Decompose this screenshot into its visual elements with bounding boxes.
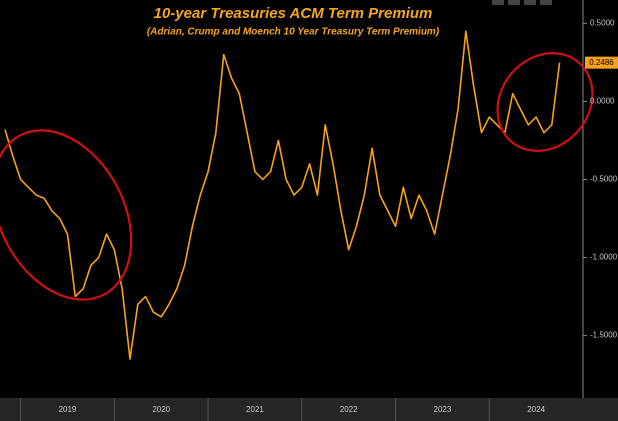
y-tick-label: 0.0000 xyxy=(590,97,615,106)
x-axis-band xyxy=(0,398,618,421)
toolbar-icon[interactable] xyxy=(508,0,520,5)
x-tick-label: 2021 xyxy=(246,405,264,414)
highlight-ellipse xyxy=(0,129,133,301)
y-tick-label: -1.5000 xyxy=(590,331,618,340)
toolbar-icon[interactable] xyxy=(540,0,552,5)
y-tick-label: -1.0000 xyxy=(590,253,618,262)
y-tick-label: -0.5000 xyxy=(590,175,618,184)
chart-title: 10-year Treasuries ACM Term Premium xyxy=(154,5,433,22)
chart-subtitle: (Adrian, Crump and Moench 10 Year Treasu… xyxy=(147,27,440,38)
last-value-box xyxy=(585,56,618,69)
toolbar-icon[interactable] xyxy=(492,0,504,5)
highlight-ellipse xyxy=(496,52,594,152)
x-tick-label: 2020 xyxy=(152,405,170,414)
x-tick-label: 2024 xyxy=(527,405,545,414)
data-line xyxy=(4,30,561,360)
x-tick-label: 2019 xyxy=(59,405,77,414)
y-tick-label: 0.5000 xyxy=(590,19,615,28)
toolbar-icon[interactable] xyxy=(524,0,536,5)
x-tick-label: 2023 xyxy=(434,405,452,414)
x-tick-label: 2022 xyxy=(340,405,358,414)
plot xyxy=(4,30,561,360)
toolbar xyxy=(492,0,552,5)
last-value-label: 0.2486 xyxy=(589,58,614,67)
